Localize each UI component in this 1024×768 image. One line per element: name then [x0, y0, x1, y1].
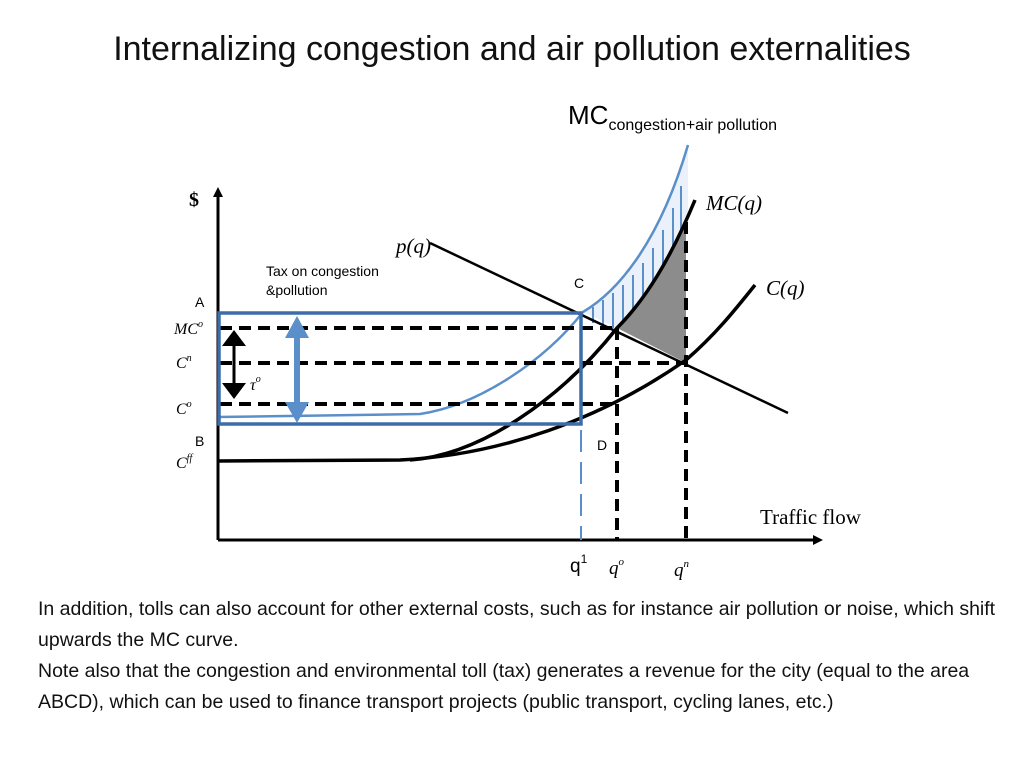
tau-label: τo — [250, 374, 261, 394]
mc-total-label: MCcongestion+air pollution — [568, 100, 777, 134]
mc-label: MC(q) — [705, 191, 762, 215]
explanation-paragraph-2: Note also that the congestion and enviro… — [38, 660, 970, 713]
average-cost-curve — [217, 283, 757, 463]
x-tick-q1: q1 — [570, 552, 588, 577]
y-tick-cff: Cff — [176, 453, 193, 472]
demand-label: p(q) — [394, 234, 431, 258]
cost-label: C(q) — [766, 276, 805, 300]
tax-label-line2: &pollution — [266, 282, 328, 298]
tax-label-line1: Tax on congestion — [266, 263, 379, 279]
tau-arrow — [222, 330, 246, 399]
point-d-label: D — [597, 437, 607, 453]
explanation-paragraph-1: In addition, tolls can also account for … — [38, 598, 996, 651]
explanation-text: In addition, tolls can also account for … — [38, 594, 998, 718]
point-b-label: B — [195, 433, 204, 449]
mc-total-curve — [217, 144, 690, 419]
y-tick-cn: Cn — [176, 353, 192, 372]
marginal-cost-curve — [409, 199, 697, 462]
slide-title: Internalizing congestion and air polluti… — [113, 30, 911, 68]
point-c-label: C — [574, 275, 584, 291]
x-tick-qn: qn — [674, 558, 690, 581]
tax-revenue-rectangle — [217, 311, 583, 426]
point-a-label: A — [195, 294, 205, 310]
congestion-diagram: $ Traffic flow MCcongestion+air pollutio… — [173, 100, 862, 581]
y-tick-mco: MCo — [173, 319, 203, 338]
y-axis-label: $ — [189, 189, 199, 211]
y-tick-co: Co — [176, 399, 192, 418]
x-axis-label: Traffic flow — [760, 505, 862, 529]
tax-arrow — [285, 316, 309, 423]
x-tick-qo: qo — [609, 556, 625, 579]
